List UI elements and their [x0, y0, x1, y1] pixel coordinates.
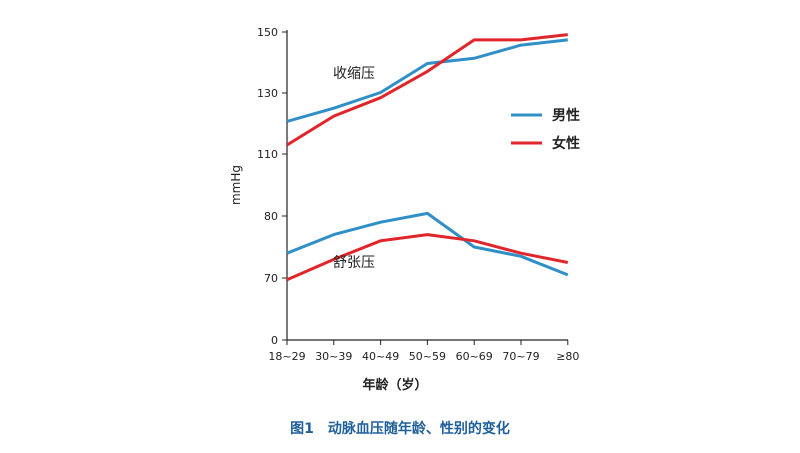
x-tick-label: 70~79 [502, 350, 539, 363]
legend: 男性 女性 [511, 107, 580, 152]
x-tick-label: 40~49 [362, 350, 399, 363]
y-tick-label: 0 [271, 334, 278, 347]
x-tick-label: ≥80 [556, 350, 579, 363]
y-tick-label: 70 [264, 272, 278, 285]
series-line [286, 38, 568, 123]
x-tick-label: 50~59 [409, 350, 446, 363]
figure-caption: 图1 动脉血压随年龄、性别的变化 [290, 420, 510, 437]
y-tick-label: 130 [257, 87, 278, 100]
x-tick-label: 18~29 [268, 350, 305, 363]
y-axis-title: mmHg [229, 165, 243, 205]
legend-label-female: 女性 [552, 135, 580, 152]
x-tick-labels: 18~29 30~39 40~49 50~59 60~69 70~79 ≥80 [268, 340, 579, 363]
axes [286, 30, 568, 341]
x-tick-label: 30~39 [315, 350, 352, 363]
systolic-annotation: 收缩压 [333, 66, 375, 82]
series-line [286, 211, 569, 277]
y-tick-labels: 0 70 80 110 130 150 [257, 26, 287, 347]
y-tick-label: 80 [264, 210, 278, 223]
series-line [286, 33, 568, 147]
diastolic-annotation: 舒张压 [333, 255, 375, 271]
x-axis-title: 年龄（岁） [362, 377, 427, 393]
x-tick-label: 60~69 [456, 350, 493, 363]
y-tick-label: 150 [257, 26, 278, 39]
series-lines [286, 33, 569, 282]
legend-label-male: 男性 [552, 107, 580, 124]
y-tick-label: 110 [257, 148, 278, 161]
series-line [286, 233, 569, 282]
